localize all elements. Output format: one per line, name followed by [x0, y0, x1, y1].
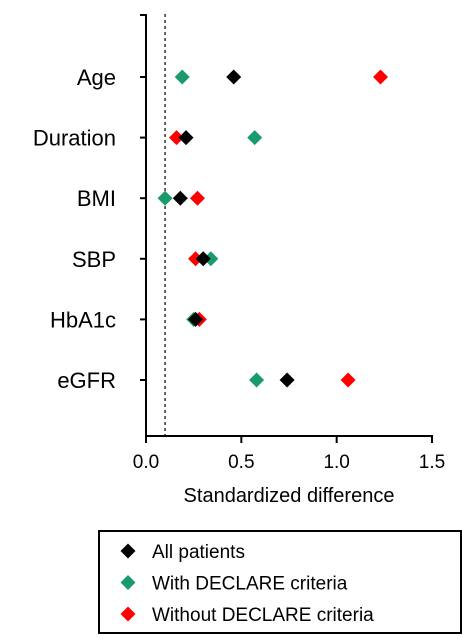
point-with-declare-criteria-egfr [249, 372, 265, 388]
x-tick-label: 1.5 [419, 452, 445, 473]
point-without-declare-criteria-age [373, 69, 389, 85]
point-without-declare-criteria-bmi [189, 190, 205, 206]
x-tick-label: 0.5 [228, 452, 254, 473]
category-label-age: Age [77, 65, 116, 90]
category-label-hba1c: HbA1c [50, 307, 116, 332]
legend-marker [120, 606, 136, 622]
category-label-duration: Duration [33, 126, 116, 151]
point-with-declare-criteria-age [174, 69, 190, 85]
legend-label: All patients [152, 542, 245, 563]
legend-marker [120, 575, 136, 590]
point-all-patients-age [226, 69, 242, 85]
category-label-sbp: SBP [72, 247, 116, 272]
point-all-patients-duration [178, 130, 194, 146]
legend-box [98, 530, 462, 634]
legend-marker [120, 543, 136, 559]
legend: All patients With DECLARE criteria Without… [98, 530, 462, 634]
point-without-declare-criteria-duration [169, 130, 185, 146]
x-axis-title: Standardized difference [184, 485, 395, 507]
point-with-declare-criteria-sbp [203, 251, 219, 267]
axes-layer: Age Duration BMI SBP HbA1c eGFR 0.0 0.5 1.0 1.5 St… [33, 14, 445, 507]
point-all-patients-hba1c [188, 311, 204, 327]
x-tick-label: 0.0 [133, 452, 159, 473]
point-with-declare-criteria-bmi [157, 190, 173, 206]
data-points-layer [157, 69, 389, 388]
category-label-bmi: BMI [77, 186, 116, 211]
legend-label: Without DECLARE criteria [152, 605, 374, 626]
point-all-patients-egfr [279, 372, 295, 388]
category-label-egfr: eGFR [57, 368, 116, 393]
point-without-declare-criteria-sbp [188, 251, 204, 267]
legend-label: With DECLARE criteria [152, 574, 348, 595]
point-without-declare-criteria-egfr [340, 372, 356, 388]
x-tick-label: 1.0 [323, 452, 349, 473]
point-all-patients-bmi [172, 190, 188, 206]
point-with-declare-criteria-duration [247, 130, 263, 146]
point-all-patients-sbp [195, 251, 211, 267]
